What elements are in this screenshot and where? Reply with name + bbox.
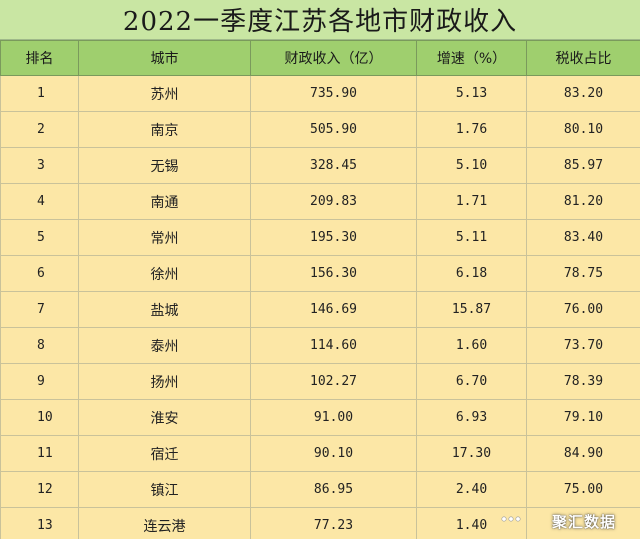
tax-share-cell[interactable]: 79.10 <box>526 399 640 436</box>
revenue-cell[interactable]: 146.69 <box>250 291 417 328</box>
watermark-logo-icon <box>501 516 521 522</box>
table-row: 9 扬州 102.27 6.70 78.39 <box>0 363 640 400</box>
rank-cell[interactable]: 2 <box>0 111 79 148</box>
tax-share-cell[interactable]: 83.20 <box>526 75 640 112</box>
city-cell[interactable]: 南京 <box>78 111 251 148</box>
tax-share-cell[interactable]: 85.97 <box>526 147 640 184</box>
revenue-cell[interactable]: 735.90 <box>250 75 417 112</box>
growth-cell[interactable]: 5.11 <box>416 219 527 256</box>
growth-cell[interactable]: 1.76 <box>416 111 527 148</box>
revenue-cell[interactable]: 209.83 <box>250 183 417 220</box>
city-cell[interactable]: 泰州 <box>78 327 251 364</box>
city-cell[interactable]: 南通 <box>78 183 251 220</box>
city-cell[interactable]: 淮安 <box>78 399 251 436</box>
city-cell[interactable]: 连云港 <box>78 507 251 539</box>
table-row: 7 盐城 146.69 15.87 76.00 <box>0 291 640 328</box>
city-cell[interactable]: 盐城 <box>78 291 251 328</box>
table-row: 4 南通 209.83 1.71 81.20 <box>0 183 640 220</box>
rank-cell[interactable]: 3 <box>0 147 79 184</box>
rank-cell[interactable]: 1 <box>0 75 79 112</box>
city-cell[interactable]: 徐州 <box>78 255 251 292</box>
tax-share-cell[interactable]: 73.70 <box>526 327 640 364</box>
rank-cell[interactable]: 9 <box>0 363 79 400</box>
header-tax-share[interactable]: 税收占比 <box>526 40 640 76</box>
rank-cell[interactable]: 7 <box>0 291 79 328</box>
tax-share-cell[interactable]: 78.39 <box>526 363 640 400</box>
revenue-cell[interactable]: 90.10 <box>250 435 417 472</box>
rank-cell[interactable]: 6 <box>0 255 79 292</box>
city-cell[interactable]: 扬州 <box>78 363 251 400</box>
tax-share-cell[interactable]: 81.20 <box>526 183 640 220</box>
growth-cell[interactable]: 6.70 <box>416 363 527 400</box>
revenue-cell[interactable]: 328.45 <box>250 147 417 184</box>
table-row: 2 南京 505.90 1.76 80.10 <box>0 111 640 148</box>
growth-cell[interactable]: 2.40 <box>416 471 527 508</box>
rank-cell[interactable]: 10 <box>0 399 79 436</box>
growth-cell[interactable]: 1.60 <box>416 327 527 364</box>
revenue-cell[interactable]: 156.30 <box>250 255 417 292</box>
revenue-cell[interactable]: 195.30 <box>250 219 417 256</box>
header-row: 排名 城市 财政收入（亿） 增速（%） 税收占比 <box>0 40 640 76</box>
revenue-cell[interactable]: 86.95 <box>250 471 417 508</box>
revenue-cell[interactable]: 114.60 <box>250 327 417 364</box>
city-cell[interactable]: 苏州 <box>78 75 251 112</box>
header-rank[interactable]: 排名 <box>0 40 79 76</box>
tax-share-cell[interactable]: 80.10 <box>526 111 640 148</box>
tax-share-cell[interactable]: 78.75 <box>526 255 640 292</box>
table-row: 6 徐州 156.30 6.18 78.75 <box>0 255 640 292</box>
growth-cell[interactable]: 6.18 <box>416 255 527 292</box>
table-row: 5 常州 195.30 5.11 83.40 <box>0 219 640 256</box>
header-revenue[interactable]: 财政收入（亿） <box>250 40 417 76</box>
revenue-cell[interactable]: 102.27 <box>250 363 417 400</box>
table-row: 11 宿迁 90.10 17.30 84.90 <box>0 435 640 472</box>
tax-share-cell[interactable]: 76.00 <box>526 291 640 328</box>
tax-share-cell[interactable]: 83.40 <box>526 219 640 256</box>
rank-cell[interactable]: 8 <box>0 327 79 364</box>
city-cell[interactable]: 常州 <box>78 219 251 256</box>
revenue-cell[interactable]: 91.00 <box>250 399 417 436</box>
city-cell[interactable]: 无锡 <box>78 147 251 184</box>
city-cell[interactable]: 镇江 <box>78 471 251 508</box>
table-row: 13 连云港 77.23 1.40 <box>0 507 640 539</box>
tax-share-cell[interactable] <box>526 507 640 539</box>
revenue-cell[interactable]: 77.23 <box>250 507 417 539</box>
growth-cell[interactable]: 5.13 <box>416 75 527 112</box>
header-growth[interactable]: 增速（%） <box>416 40 527 76</box>
revenue-cell[interactable]: 505.90 <box>250 111 417 148</box>
growth-cell[interactable]: 1.40 <box>416 507 527 539</box>
table-row: 12 镇江 86.95 2.40 75.00 <box>0 471 640 508</box>
growth-cell[interactable]: 6.93 <box>416 399 527 436</box>
growth-cell[interactable]: 1.71 <box>416 183 527 220</box>
tax-share-cell[interactable]: 84.90 <box>526 435 640 472</box>
growth-cell[interactable]: 15.87 <box>416 291 527 328</box>
growth-cell[interactable]: 17.30 <box>416 435 527 472</box>
rank-cell[interactable]: 5 <box>0 219 79 256</box>
growth-cell[interactable]: 5.10 <box>416 147 527 184</box>
header-city[interactable]: 城市 <box>78 40 251 76</box>
table-row: 3 无锡 328.45 5.10 85.97 <box>0 147 640 184</box>
rank-cell[interactable]: 12 <box>0 471 79 508</box>
data-table: 排名 城市 财政收入（亿） 增速（%） 税收占比 1 苏州 735.90 5.13 83… <box>0 40 640 539</box>
rank-cell[interactable]: 11 <box>0 435 79 472</box>
tax-share-cell[interactable]: 75.00 <box>526 471 640 508</box>
table-row: 10 淮安 91.00 6.93 79.10 <box>0 399 640 436</box>
city-cell[interactable]: 宿迁 <box>78 435 251 472</box>
watermark-text: 聚汇数据 <box>551 512 616 531</box>
table-row: 1 苏州 735.90 5.13 83.20 <box>0 75 640 112</box>
table-row: 8 泰州 114.60 1.60 73.70 <box>0 327 640 364</box>
rank-cell[interactable]: 4 <box>0 183 79 220</box>
rank-cell[interactable]: 13 <box>0 507 79 539</box>
table-title: 2022一季度江苏各地市财政收入 <box>0 0 640 40</box>
